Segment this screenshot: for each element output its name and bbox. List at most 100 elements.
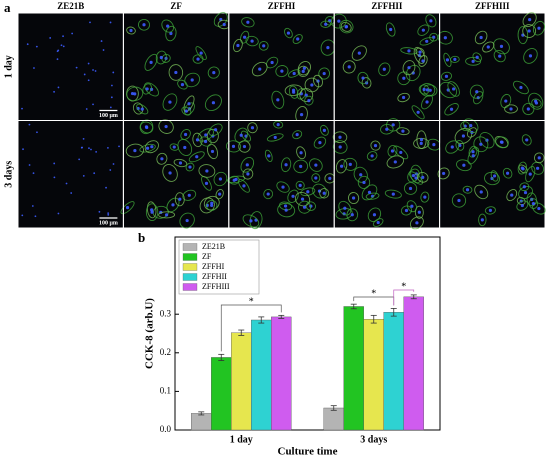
cell-body — [242, 168, 254, 180]
cell-body — [340, 21, 352, 32]
cell-body — [195, 46, 207, 61]
cell-body — [298, 200, 312, 214]
legend-swatch — [182, 283, 198, 291]
cell-body — [288, 85, 299, 99]
cell-body — [490, 170, 499, 182]
nucleus — [292, 90, 296, 94]
cell-body — [332, 140, 348, 154]
cell-body — [493, 38, 510, 55]
cell-body — [295, 180, 305, 190]
cell-body — [312, 183, 327, 199]
cell-body — [213, 12, 228, 27]
nucleus — [35, 45, 38, 48]
micrograph — [225, 120, 336, 230]
nucleus — [180, 82, 185, 87]
panel-a: a ZE21B 100 μm 100 μm ZF ZFFHI ZFFHII ZFFHIII 1 … — [3, 0, 546, 230]
cell-body — [192, 132, 203, 148]
nucleus — [98, 210, 101, 213]
nucleus — [276, 123, 280, 127]
nucleus — [416, 110, 420, 114]
cell-body — [417, 24, 430, 36]
nucleus — [82, 137, 85, 140]
nucleus — [107, 213, 110, 216]
cell-body — [199, 197, 215, 214]
significance-star: * — [371, 288, 376, 299]
cell-body — [466, 127, 477, 138]
cell-body — [484, 171, 500, 186]
nucleus — [93, 172, 96, 175]
nucleus — [92, 69, 94, 71]
nucleus — [34, 215, 37, 218]
nucleus — [536, 166, 540, 170]
cell-body — [400, 205, 413, 216]
row-label: 1 day — [3, 55, 14, 78]
nucleus — [276, 98, 280, 102]
nucleus — [246, 20, 250, 24]
cell-body — [517, 26, 529, 45]
nucleus — [401, 129, 405, 133]
cell-body — [162, 93, 178, 111]
error-bar — [238, 329, 245, 336]
nucleus — [509, 107, 513, 111]
cell-body — [437, 30, 453, 45]
nucleus — [184, 109, 188, 113]
cell-body — [201, 175, 212, 191]
cell-body — [213, 171, 228, 187]
nucleus — [267, 154, 271, 158]
cell-body — [531, 161, 545, 175]
cell-body — [287, 189, 299, 203]
bar — [363, 319, 384, 431]
nucleus — [407, 66, 411, 70]
cell-body — [402, 60, 416, 76]
nucleus — [195, 138, 200, 142]
cell-body — [365, 192, 380, 200]
cell-body — [522, 24, 537, 38]
nucleus — [102, 49, 105, 51]
nucleus — [523, 190, 528, 195]
nucleus — [299, 164, 303, 168]
nucleus — [89, 21, 91, 24]
cell-body — [460, 121, 471, 131]
nucleus — [421, 28, 425, 32]
nucleus — [528, 18, 532, 22]
nucleus — [87, 79, 90, 82]
nucleus — [218, 192, 222, 196]
cell-body — [502, 167, 513, 179]
nucleus — [218, 177, 223, 181]
nucleus — [528, 54, 533, 58]
nucleus — [87, 62, 90, 65]
nucleus — [211, 101, 216, 105]
cell-body — [462, 185, 473, 194]
cell-body — [335, 208, 353, 220]
cell-body — [251, 61, 268, 77]
nucleus — [414, 176, 418, 180]
cell-body — [168, 64, 184, 81]
nucleus — [425, 88, 430, 92]
nucleus — [390, 149, 395, 153]
nucleus — [169, 31, 173, 36]
cell-body — [177, 139, 193, 157]
legend-label: ZFFHI — [202, 262, 225, 271]
column-header: ZFFHIII — [475, 1, 510, 11]
column-header: ZE21B — [57, 1, 84, 11]
cell-body — [397, 92, 410, 103]
nucleus — [284, 163, 288, 167]
cell-body — [180, 129, 191, 140]
nucleus — [425, 100, 429, 104]
nucleus — [150, 145, 154, 149]
cell-body — [444, 103, 459, 116]
cell-body — [409, 216, 424, 230]
nucleus — [453, 57, 457, 61]
nucleus — [28, 123, 31, 126]
nucleus — [286, 31, 291, 35]
nucleus — [212, 70, 216, 75]
nucleus — [195, 155, 199, 159]
nucleus — [318, 141, 322, 145]
micrograph: 100 μm — [18, 121, 123, 228]
nucleus — [500, 140, 504, 144]
bar — [251, 319, 272, 431]
nucleus — [362, 180, 366, 185]
nucleus — [32, 172, 35, 175]
cell-body — [522, 102, 535, 116]
nucleus — [531, 202, 536, 206]
